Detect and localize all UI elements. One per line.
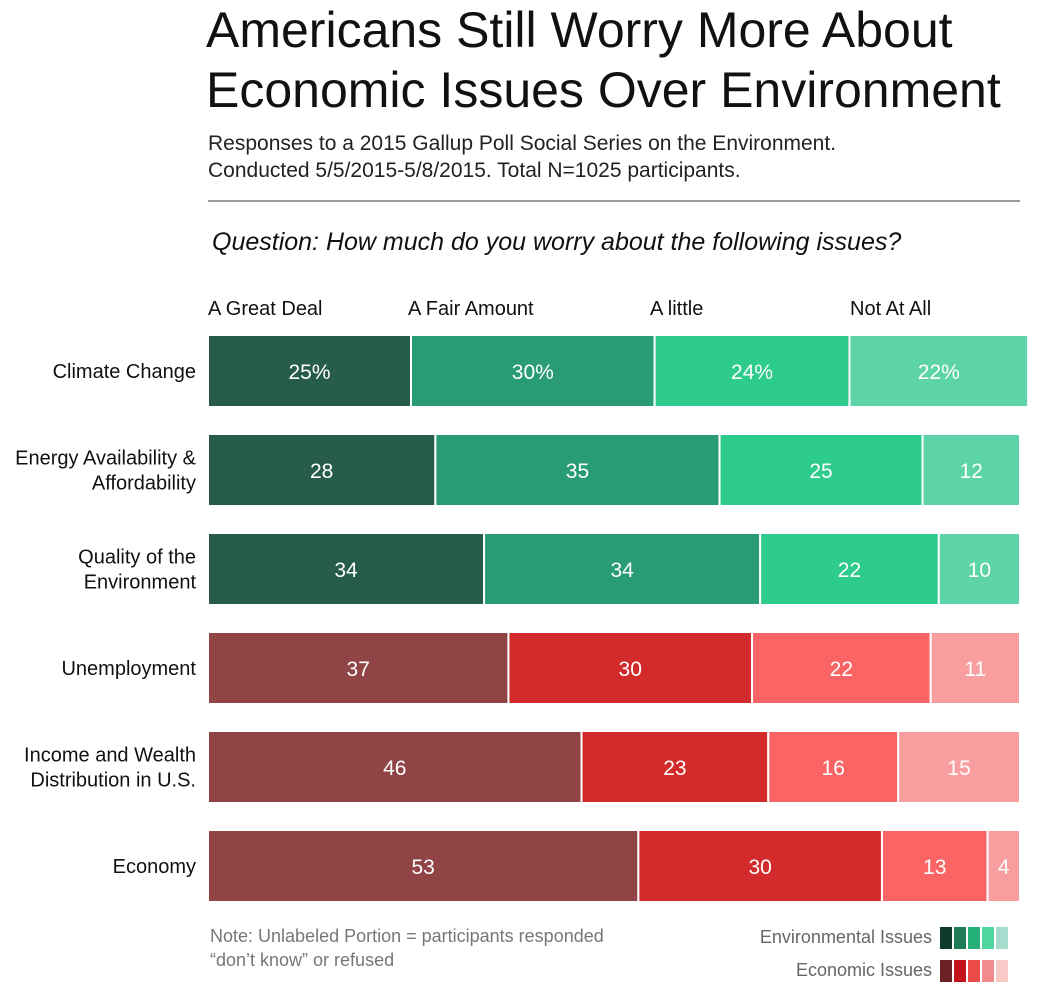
data-label-row-6-1: 53 [412,856,435,879]
economic-swatch-4 [982,960,994,982]
bar-segment-row-6-3 [880,829,989,903]
legend-economic-label: Economic Issues [795,960,932,980]
bar-segment-row-3-1 [207,532,486,606]
data-label-row-4-1: 37 [347,658,370,681]
economic-swatch-3 [968,960,980,982]
title-divider [208,200,1020,202]
row-label-4-line-1: Unemployment [61,658,196,680]
chart-title-line-1: Americans Still Worry More About [206,2,953,58]
bar-segment-row-3-3 [759,532,940,606]
data-label-row-3-1: 34 [334,559,358,582]
bar-segment-row-4-2 [507,631,754,705]
subtitle-line-2: Conducted 5/5/2015-5/8/2015. Total N=102… [208,159,741,182]
economic-swatch-5 [996,960,1008,982]
data-label-row-4-2: 30 [619,658,642,681]
chart-title: Americans Still Worry More About Economi… [206,0,1036,120]
bar-segment-row-2-4 [921,433,1021,507]
bar-segment-row-2-3 [718,433,924,507]
data-label-row-1-4: 22% [918,361,960,384]
row-label-3-line-1: Quality of the [78,547,196,569]
data-label-row-3-4: 10 [968,559,991,582]
column-header-4: Not At All [850,298,931,320]
row-label-1-line-1: Climate Change [53,361,196,383]
column-header-3: A little [650,298,703,320]
row-label-2-line-2: Affordability [92,473,196,495]
row-label-2-line-1: Energy Availability & [15,448,197,470]
data-label-row-3-3: 22 [838,559,861,582]
data-label-row-2-4: 12 [960,460,983,483]
data-label-row-1-3: 24% [731,361,773,384]
data-label-row-2-3: 25 [809,460,832,483]
data-label-row-6-3: 13 [923,856,946,879]
bar-segment-row-2-1 [207,433,437,507]
data-label-row-5-4: 15 [947,757,970,780]
chart-title-line-2: Economic Issues Over Environment [206,62,1001,118]
bar-segment-row-2-2 [434,433,721,507]
environmental-swatch-1 [940,927,952,949]
data-label-row-4-4: 11 [964,658,986,681]
row-label-5-line-1: Income and Wealth [24,745,196,767]
unlabeled-portion-note: Note: Unlabeled Portion = participants r… [210,924,680,972]
bar-segment-row-1-1 [207,334,412,408]
data-label-row-1-1: 25% [288,361,330,384]
bar-segment-row-1-2 [410,334,656,408]
data-label-row-5-2: 23 [663,757,686,780]
column-header-2: A Fair Amount [408,298,534,320]
bar-segment-row-4-1 [207,631,510,705]
environmental-swatch-4 [982,927,994,949]
data-label-row-1-2: 30% [512,361,554,384]
bar-segment-row-5-4 [897,730,1022,804]
legend-environmental-swatches [940,927,1010,949]
legend-environmental-label: Environmental Issues [759,927,932,947]
economic-swatch-2 [954,960,966,982]
note-line-1: Note: Unlabeled Portion = participants r… [210,926,604,946]
bar-segment-row-5-3 [767,730,900,804]
bar-segment-row-1-4 [848,334,1030,408]
data-label-row-6-4: 4 [998,856,1010,879]
bar-segment-row-4-4 [929,631,1021,705]
bar-segment-row-6-4 [986,829,1022,903]
environmental-swatch-2 [954,927,966,949]
column-header-1: A Great Deal [208,298,323,320]
environmental-swatch-3 [968,927,980,949]
bar-segment-row-1-3 [653,334,851,408]
row-label-6-line-1: Economy [113,856,196,878]
data-label-row-5-3: 16 [822,757,845,780]
data-label-row-3-2: 34 [610,559,634,582]
data-label-row-5-1: 46 [383,757,406,780]
legend-economic-swatches [940,960,1010,982]
data-label-row-4-3: 22 [830,658,853,681]
row-label-3-line-2: Environment [84,572,197,594]
subtitle-line-1: Responses to a 2015 Gallup Poll Social S… [208,132,837,155]
data-label-row-6-2: 30 [748,856,771,879]
chart-subtitle: Responses to a 2015 Gallup Poll Social S… [208,130,1028,184]
economic-swatch-1 [940,960,952,982]
bar-segment-row-3-4 [937,532,1021,606]
bar-segment-row-6-2 [637,829,883,903]
data-label-row-2-1: 28 [310,460,333,483]
row-label-5-line-2: Distribution in U.S. [30,770,196,792]
note-line-2: “don’t know” or refused [210,950,395,970]
bar-segment-row-5-2 [580,730,770,804]
bar-segment-row-6-1 [207,829,640,903]
data-label-row-2-2: 35 [566,460,589,483]
environmental-swatch-5 [996,927,1008,949]
survey-question: Question: How much do you worry about th… [212,228,902,256]
